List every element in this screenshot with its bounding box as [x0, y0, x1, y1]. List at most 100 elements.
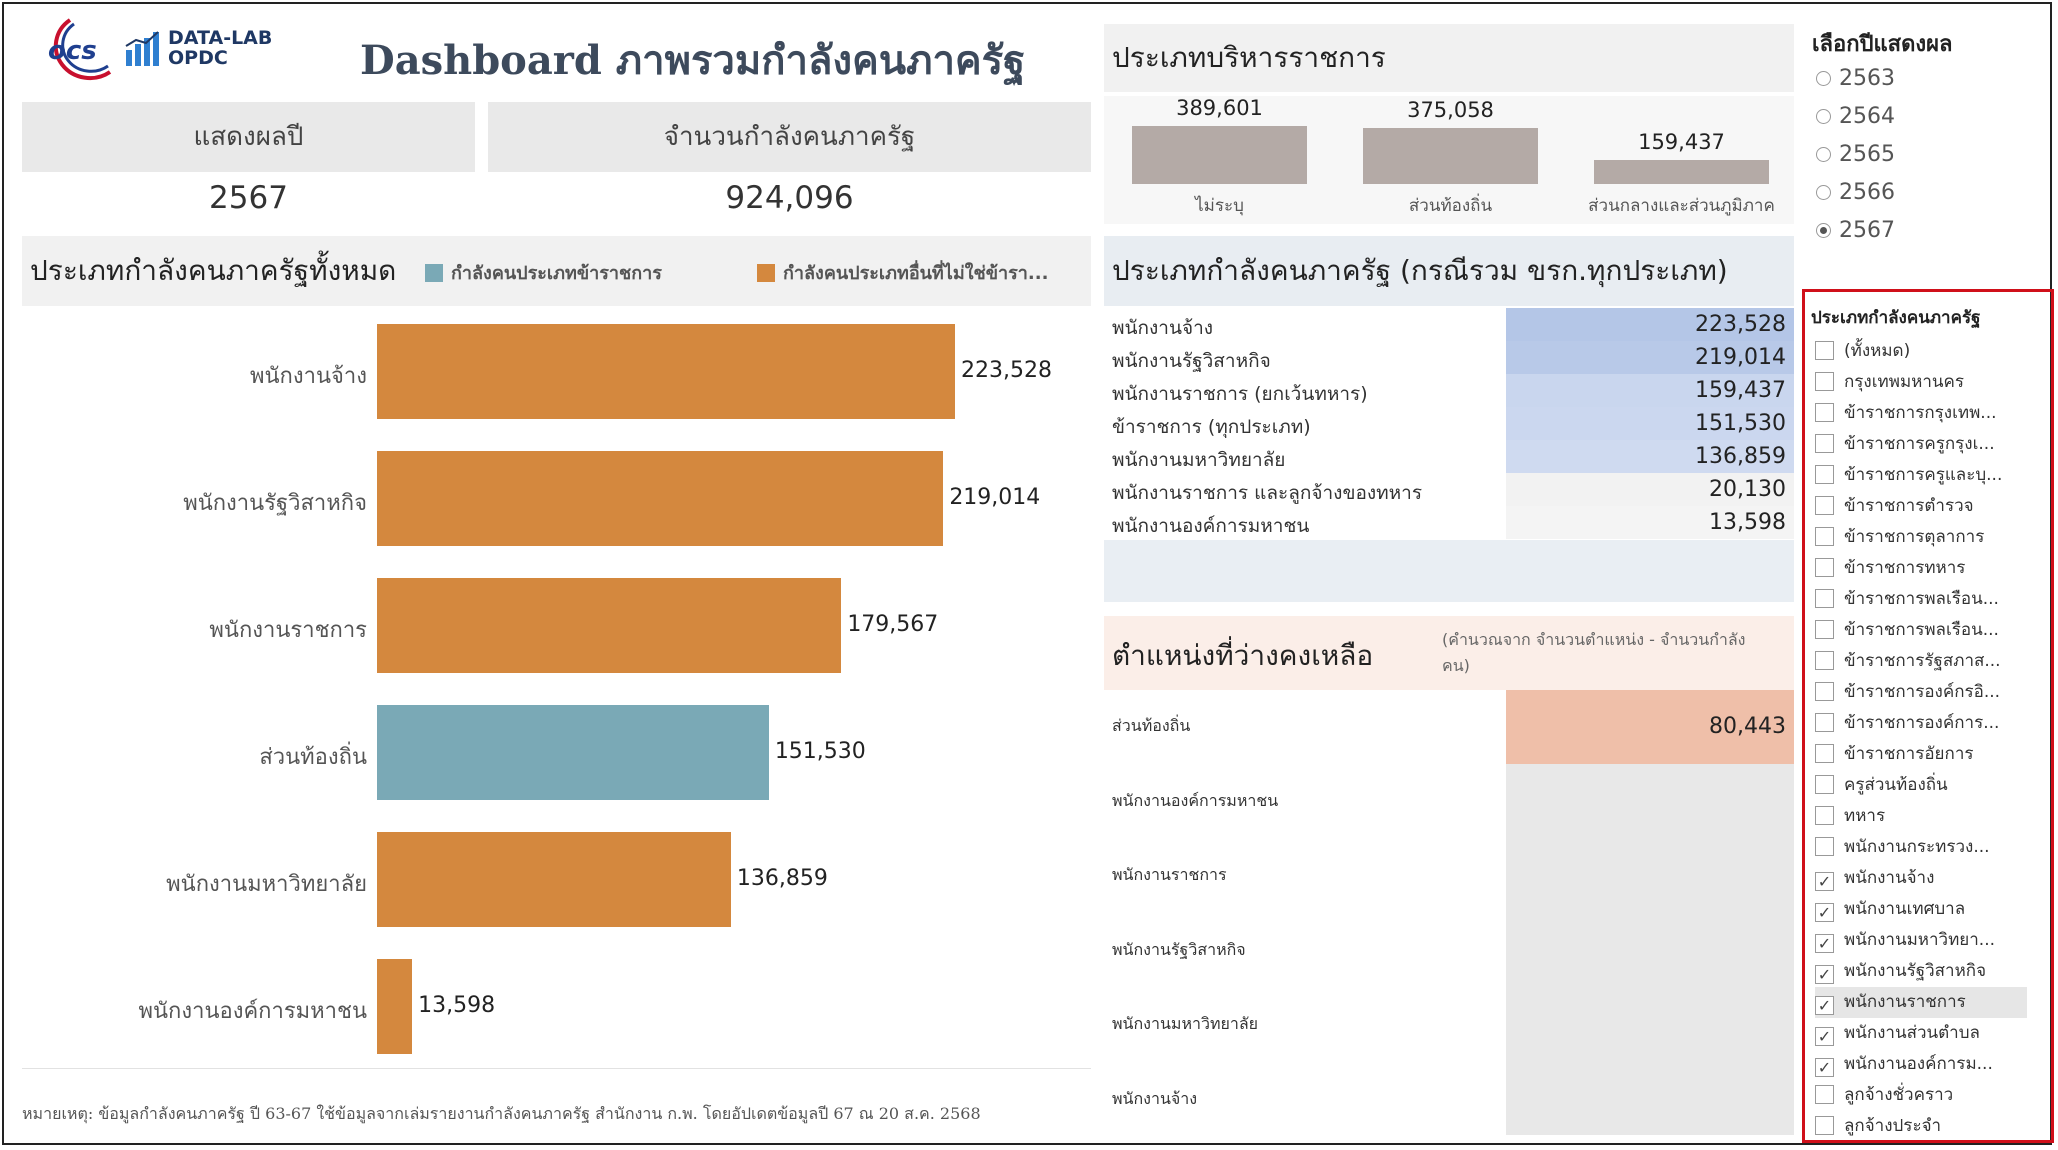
checkbox[interactable] [1815, 806, 1834, 825]
year-option[interactable]: 2567 [1816, 218, 1895, 243]
checkbox[interactable] [1815, 403, 1834, 422]
type-filter-item[interactable]: ข้าราชการพลเรือน... [1815, 615, 2027, 646]
type-filter-item[interactable]: ✓ พนักงานราชการ [1815, 987, 2027, 1018]
radio-button[interactable] [1816, 109, 1831, 124]
table-row[interactable]: พนักงานราชการ (ยกเว้นทหาร) 159,437 [1104, 374, 1794, 407]
divider [22, 1068, 1091, 1069]
bar[interactable] [377, 959, 413, 1054]
radio-button[interactable] [1816, 71, 1831, 86]
checkbox[interactable]: ✓ [1815, 996, 1834, 1015]
bar-value-label: 223,528 [961, 357, 1052, 383]
datalab-icon [125, 31, 159, 66]
vacancy-title: ตำแหน่งที่ว่างคงเหลือ [1112, 639, 1374, 672]
type-filter-item[interactable]: ข้าราชการกรุงเทพ... [1815, 398, 2027, 429]
vacancy-value-column [1506, 764, 1794, 1135]
checkbox[interactable]: ✓ [1815, 1027, 1834, 1046]
admin-bar[interactable] [1594, 160, 1769, 184]
checkbox[interactable]: ✓ [1815, 1058, 1834, 1077]
type-filter-item[interactable]: ข้าราชการองค์การ... [1815, 708, 2027, 739]
type-filter-item-label: ข้าราชการอัยการ [1844, 744, 1974, 764]
table-row[interactable]: พนักงานองค์การมหาชน 13,598 [1104, 506, 1794, 539]
legend-other[interactable]: กำลังคนประเภทอื่นที่ไม่ใช่ข้ารา... [757, 258, 1048, 287]
checkbox[interactable] [1815, 527, 1834, 546]
type-filter-item[interactable]: ครูส่วนท้องถิ่น [1815, 770, 2027, 801]
year-option[interactable]: 2564 [1816, 104, 1895, 129]
vacancy-row-label[interactable]: พนักงานมหาวิทยาลัย [1112, 1014, 1259, 1033]
main-chart-title: ประเภทกำลังคนภาครัฐทั้งหมด [30, 254, 397, 287]
checkbox[interactable] [1815, 341, 1834, 360]
bar[interactable] [377, 705, 769, 800]
checkbox[interactable]: ✓ [1815, 872, 1834, 891]
type-filter-item-label: ทหาร [1844, 806, 1886, 826]
bar-category-label: ส่วนท้องถิ่น [259, 744, 367, 770]
type-filter-item[interactable]: ✓ พนักงานรัฐวิสาหกิจ [1815, 956, 2027, 987]
vacancy-subtitle-2: คน) [1442, 656, 1470, 675]
vacancy-row-value[interactable]: 80,443 [1506, 690, 1794, 764]
type-filter-item[interactable]: ข้าราชการครูกรุงเ... [1815, 429, 2027, 460]
vacancy-row-label[interactable]: พนักงานจ้าง [1112, 1088, 1198, 1108]
vacancy-row-label[interactable]: พนักงานราชการ [1112, 865, 1227, 884]
type-filter-item[interactable]: ✓ พนักงานเทศบาล [1815, 894, 2027, 925]
table-row[interactable]: พนักงานมหาวิทยาลัย 136,859 [1104, 440, 1794, 473]
radio-button[interactable] [1816, 147, 1831, 162]
admin-bar[interactable] [1132, 126, 1307, 184]
type-filter-item[interactable]: ข้าราชการทหาร [1815, 553, 2027, 584]
checkbox[interactable] [1815, 837, 1834, 856]
checkbox[interactable] [1815, 434, 1834, 453]
checkbox[interactable] [1815, 558, 1834, 577]
checkbox[interactable] [1815, 1116, 1834, 1135]
type-filter-item[interactable]: ข้าราชการพลเรือน... [1815, 584, 2027, 615]
type-filter-item[interactable]: กรุงเทพมหานคร [1815, 367, 2027, 398]
radio-button[interactable] [1816, 223, 1831, 238]
type-filter-item[interactable]: ✓ พนักงานมหาวิทยา... [1815, 925, 2027, 956]
checkbox[interactable] [1815, 589, 1834, 608]
type-filter-item[interactable]: ข้าราชการตุลาการ [1815, 522, 2027, 553]
type-filter-item[interactable]: ✓ พนักงานองค์การม... [1815, 1049, 2027, 1080]
checkbox[interactable] [1815, 744, 1834, 763]
type-filter-item[interactable]: ข้าราชการองค์กรอิ... [1815, 677, 2027, 708]
type-filter-item[interactable]: ✓ พนักงานส่วนตำบล [1815, 1018, 2027, 1049]
year-option[interactable]: 2565 [1816, 142, 1895, 167]
type-filter-item[interactable]: ลูกจ้างชั่วคราว [1815, 1080, 2027, 1111]
type-filter-item[interactable]: พนักงานกระทรวง... [1815, 832, 2027, 863]
vacancy-row-label[interactable]: ส่วนท้องถิ่น [1112, 716, 1191, 735]
checkbox[interactable] [1815, 775, 1834, 794]
checkbox[interactable] [1815, 651, 1834, 670]
year-option[interactable]: 2566 [1816, 180, 1895, 205]
year-option[interactable]: 2563 [1816, 66, 1895, 91]
legend-civil[interactable]: กำลังคนประเภทข้าราชการ [425, 258, 662, 287]
radio-button[interactable] [1816, 185, 1831, 200]
type-filter-item[interactable]: (ทั้งหมด) [1815, 336, 2027, 367]
checkbox[interactable]: ✓ [1815, 965, 1834, 984]
checkbox[interactable] [1815, 682, 1834, 701]
bar[interactable] [377, 451, 944, 546]
checkbox[interactable] [1815, 496, 1834, 515]
type-filter-item[interactable]: ✓ พนักงานจ้าง [1815, 863, 2027, 894]
admin-bar-category: ส่วนท้องถิ่น [1408, 196, 1493, 216]
type-filter-item[interactable]: ข้าราชการตำรวจ [1815, 491, 2027, 522]
checkbox[interactable] [1815, 620, 1834, 639]
admin-bar[interactable] [1363, 128, 1538, 184]
table-row[interactable]: พนักงานจ้าง 223,528 [1104, 308, 1794, 341]
type-filter-item-label: ลูกจ้างชั่วคราว [1844, 1085, 1954, 1105]
type-filter-item[interactable]: ข้าราชการครูและบุ... [1815, 460, 2027, 491]
type-filter-item[interactable]: ทหาร [1815, 801, 2027, 832]
vacancy-row-label[interactable]: พนักงานรัฐวิสาหกิจ [1112, 939, 1246, 959]
bar[interactable] [377, 832, 731, 927]
type-filter-item[interactable]: ข้าราชการรัฐสภาส... [1815, 646, 2027, 677]
bar[interactable] [377, 324, 955, 419]
ocs-logo-text: ocs [48, 36, 97, 66]
checkbox[interactable]: ✓ [1815, 934, 1834, 953]
bar[interactable] [377, 578, 842, 673]
vacancy-row-label[interactable]: พนักงานองค์การมหาชน [1112, 790, 1279, 810]
checkbox[interactable]: ✓ [1815, 903, 1834, 922]
table-row[interactable]: พนักงานราชการ และลูกจ้างของทหาร 20,130 [1104, 473, 1794, 506]
checkbox[interactable] [1815, 1085, 1834, 1104]
type-filter-item[interactable]: ข้าราชการอัยการ [1815, 739, 2027, 770]
checkbox[interactable] [1815, 713, 1834, 732]
checkbox[interactable] [1815, 372, 1834, 391]
table-row[interactable]: ข้าราชการ (ทุกประเภท) 151,530 [1104, 407, 1794, 440]
checkbox[interactable] [1815, 465, 1834, 484]
type-filter-item[interactable]: ลูกจ้างประจำ [1815, 1111, 2027, 1140]
table-row[interactable]: พนักงานรัฐวิสาหกิจ 219,014 [1104, 341, 1794, 374]
